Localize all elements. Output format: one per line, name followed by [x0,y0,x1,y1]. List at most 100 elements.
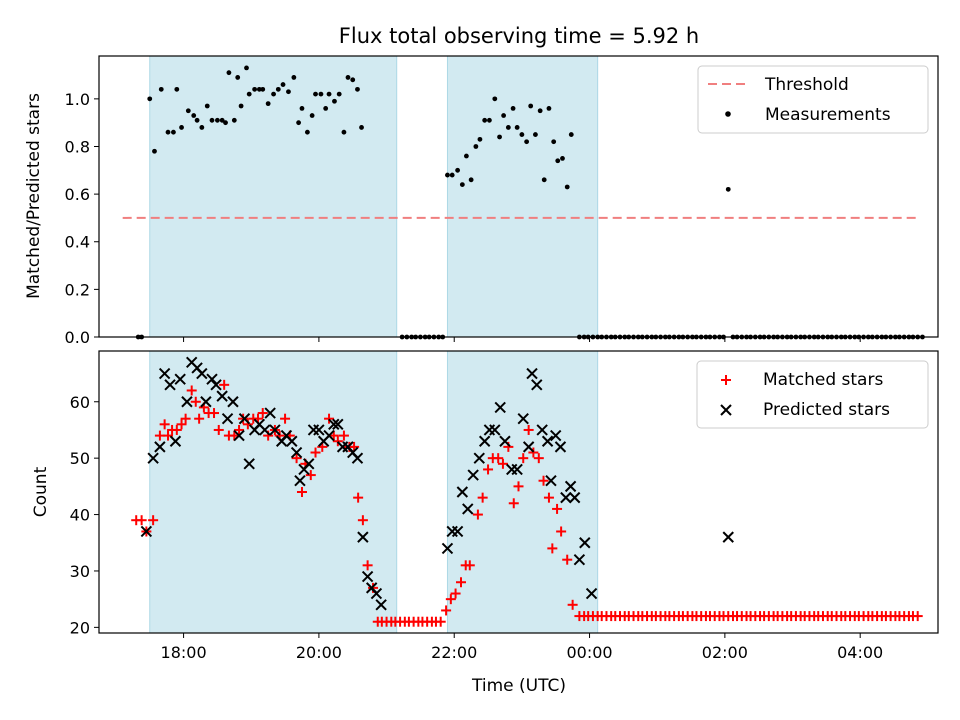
predicted-star-marker [462,503,474,515]
bottom-legend-box [696,360,929,429]
predicted-star-marker [140,525,153,538]
matched-star-marker [523,424,534,435]
measurement-point [265,101,271,107]
bottom-xtick-label: 04:00 [837,643,883,662]
predicted-star-marker [227,396,239,408]
matched-star-marker [362,560,373,571]
measurement-point [215,117,220,123]
measurement-point [246,91,252,97]
measurement-point [546,105,552,111]
predicted-star-marker [351,452,364,464]
top-legend: Threshold Measurements [697,65,929,134]
measurement-point [260,86,266,92]
measurement-point [468,177,474,183]
measurement-point [560,155,565,161]
predicted-star-marker [238,412,251,425]
matched-star-marker [508,498,519,509]
predicted-star-marker [294,475,306,487]
predicted-star-marker [554,441,567,453]
legend-measurements-label: Measurements [765,105,891,125]
predicted-star-marker [522,441,535,453]
predicted-star-marker [210,379,222,391]
matched-star-marker [291,453,302,464]
measurement-point [482,117,488,123]
measurement-point [551,139,557,145]
measurement-point [226,70,232,76]
measurement-point [291,75,297,80]
measurement-point [171,129,176,135]
predicted-star-marker [361,570,374,583]
predicted-star-marker [564,480,577,493]
measurement-point [219,117,225,123]
measurement-point [350,77,356,83]
predicted-star-marker [147,452,159,464]
matched-star-marker [257,408,268,419]
matched-star-marker [533,453,544,464]
measurement-point [564,184,570,190]
legend-predicted-label: Predicted stars [763,400,890,420]
matched-star-marker [176,419,187,430]
bottom-y-ticks: 20 30 40 50 60 [70,393,99,637]
measurement-point [445,172,450,178]
measurement-point [318,91,324,97]
predicted-star-marker [328,418,340,431]
predicted-star-marker [541,435,554,447]
predicted-star-marker [200,396,212,408]
x-axis-label: Time (UTC) [471,676,566,696]
predicted-star-marker [441,542,454,555]
measurement-point [194,117,200,123]
matched-star-marker [441,605,452,616]
matched-star-marker [353,492,364,503]
matched-star-marker [310,447,321,458]
measurement-point [568,132,574,137]
measurement-point [280,82,286,87]
predicted-star-marker [375,599,387,611]
top-ytick-label: 0.2 [65,280,90,299]
measurement-point [449,172,455,178]
matched-star-marker [493,453,504,464]
top-ytick-label: 0.4 [65,233,90,252]
matched-star-marker [483,464,494,475]
matched-star-marker [472,509,483,520]
chart-title: Flux total observing time = 5.92 h [339,24,699,48]
top-ytick-label: 0.8 [65,137,90,156]
measurement-point [492,96,498,102]
top-legend-box [697,65,929,134]
predicted-star-marker [499,435,511,447]
bottom-window-2 [446,350,599,634]
measurement-point [204,103,210,109]
measurement-point [514,125,520,130]
top-y-ticks: 0.0 0.2 0.4 0.6 0.8 1.0 [65,90,99,347]
matched-star-marker [163,430,174,441]
bottom-xtick-label: 02:00 [702,643,748,662]
matched-star-marker [912,611,923,622]
predicted-star-marker [332,418,344,431]
matched-star-marker [324,413,335,424]
matched-star-marker [543,492,554,503]
predicted-star-marker [221,412,234,425]
top-window-2 [446,55,599,338]
predicted-star-marker [568,491,581,504]
measurement-point [238,103,244,109]
predicted-star-marker [722,531,734,543]
bottom-ytick-label: 60 [70,393,90,412]
predicted-star-marker [286,435,298,447]
predicted-star-marker [196,367,208,380]
top-y-label: Matched/Predicted stars [24,93,44,299]
measurement-point [256,86,262,92]
measurement-point [271,91,276,97]
count-panel: 20 30 40 50 60 18:00 20:00 22:00 00:00 02:00 04:0… [31,350,939,696]
predicted-star-marker [573,553,586,566]
ratio-panel: 0.0 0.2 0.4 0.6 0.8 1.0 Matched/Predicted sta… [24,55,939,347]
measurement-point [528,103,534,109]
bottom-ytick-label: 20 [70,618,90,637]
measurement-point [152,148,157,154]
matched-star-marker [552,503,563,514]
measurement-point [332,98,337,104]
measurement-point [147,96,153,102]
measurement-point [541,177,547,183]
matched-star-marker [445,594,456,605]
matched-star-marker [332,436,343,447]
predicted-star-marker [560,491,572,504]
